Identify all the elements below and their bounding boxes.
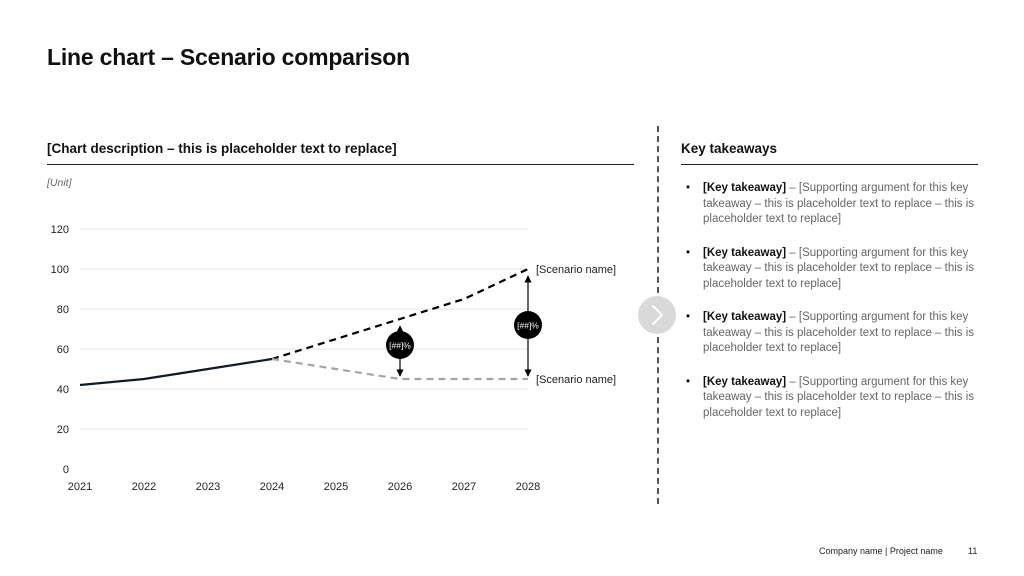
page-number: 11 (968, 546, 978, 556)
key-takeaways-title: Key takeaways (681, 141, 778, 156)
change-badge (514, 311, 542, 339)
bullet-icon: • (686, 311, 691, 323)
key-takeaway-item: • [Key takeaway] – [Supporting argument … (681, 246, 981, 293)
x-tick-label: 2022 (132, 481, 156, 493)
bullet-icon: • (686, 246, 691, 259)
y-tick-label: 20 (57, 424, 69, 436)
key-takeaway-heading: [Key takeaway] (703, 311, 787, 323)
unit-label: [Unit] (47, 177, 72, 189)
x-tick-label: 2028 (516, 481, 540, 493)
key-takeaway-text: – [Supporting argument for this key take… (703, 246, 975, 290)
x-tick-label: 2025 (324, 481, 348, 493)
series-line-1 (79, 357, 273, 387)
key-takeaways-list: • [Key takeaway] – [Supporting argument … (681, 181, 981, 439)
key-takeaway-text: – [Supporting argument for this key take… (703, 311, 975, 354)
series-label: [Scenario name] (536, 264, 616, 276)
page-title: Line chart – Scenario comparison (47, 44, 410, 70)
key-takeaway-item: • [Key takeaway] – [Supporting argument … (681, 181, 981, 228)
y-tick-label: 40 (57, 384, 69, 396)
series-label: [Scenario name] (536, 374, 616, 386)
change-badge (386, 331, 414, 359)
key-takeaway-item: • [Key takeaway] – [Supporting argument … (681, 375, 981, 422)
y-tick-label: 120 (51, 224, 69, 236)
key-takeaway-text: – [Supporting argument for this key take… (703, 375, 975, 419)
x-tick-label: 2026 (388, 481, 412, 493)
key-takeaway-heading: [Key takeaway] (703, 246, 787, 259)
chevron-right-icon (651, 304, 664, 326)
x-tick-label: 2027 (452, 481, 476, 493)
x-tick-label: 2024 (260, 481, 284, 493)
key-takeaway-heading: [Key takeaway] (703, 182, 787, 194)
key-takeaways-rule (681, 164, 978, 165)
next-button[interactable] (638, 296, 676, 334)
change-label: [##]% (389, 341, 411, 351)
bullet-icon: • (686, 375, 691, 388)
y-tick-label: 0 (63, 464, 69, 476)
chart-description: [Chart description – this is placeholder… (47, 141, 397, 156)
chart-description-rule (47, 164, 634, 165)
x-tick-label: 2021 (68, 481, 92, 493)
key-takeaway-heading: [Key takeaway] (703, 375, 787, 388)
y-tick-label: 80 (57, 304, 69, 316)
series-line-2 (271, 268, 529, 361)
y-tick-label: 60 (57, 344, 69, 356)
change-label: [##]% (517, 321, 539, 331)
key-takeaway-item: • [Key takeaway] – [Supporting argument … (681, 310, 981, 357)
y-tick-label: 100 (51, 264, 69, 276)
x-tick-label: 2023 (196, 481, 220, 493)
bullet-icon: • (686, 182, 691, 194)
key-takeaway-text: – [Supporting argument for this key take… (703, 182, 975, 225)
footer-company-project: Company name | Project name (819, 546, 943, 556)
